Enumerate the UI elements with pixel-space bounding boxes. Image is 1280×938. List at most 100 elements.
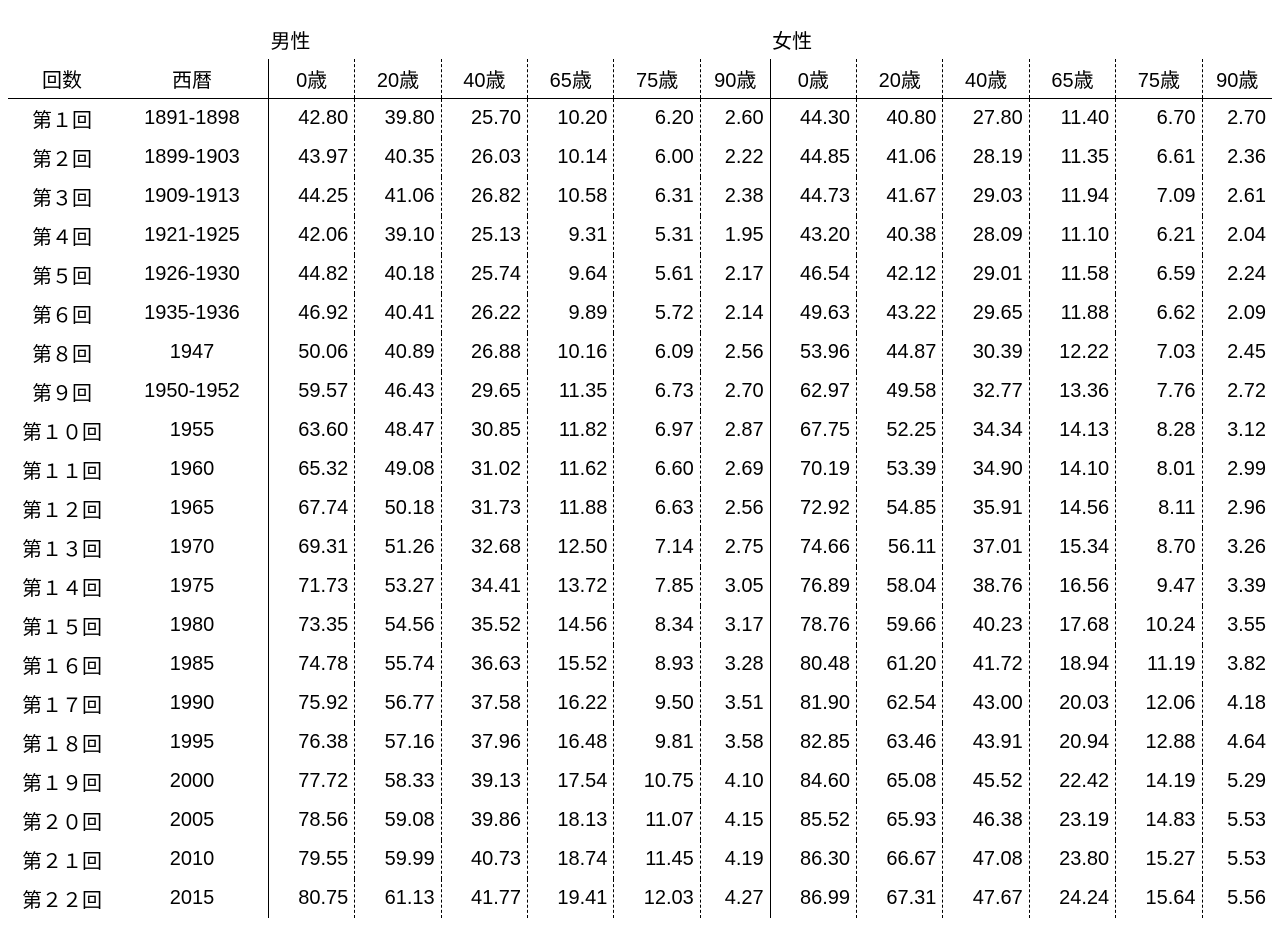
cell-f-5: 2.61: [1202, 177, 1272, 216]
cell-f-5: 2.09: [1202, 294, 1272, 333]
table-row: 第２１回201079.5559.9940.7318.7411.454.1986.…: [8, 840, 1272, 879]
cell-round: 第１１回: [8, 450, 116, 489]
cell-m-0: 63.60: [268, 411, 354, 450]
cell-m-4: 5.31: [614, 216, 700, 255]
cell-m-2: 36.63: [441, 645, 527, 684]
table-row: 第１０回195563.6048.4730.8511.826.972.8767.7…: [8, 411, 1272, 450]
cell-round: 第８回: [8, 333, 116, 372]
cell-f-4: 15.64: [1116, 879, 1202, 918]
cell-m-5: 2.56: [700, 333, 770, 372]
cell-f-3: 23.80: [1029, 840, 1115, 879]
table-row: 第６回1935-193646.9240.4126.229.895.722.144…: [8, 294, 1272, 333]
cell-f-0: 85.52: [770, 801, 856, 840]
cell-round: 第５回: [8, 255, 116, 294]
cell-m-1: 40.41: [355, 294, 441, 333]
cell-round: 第１回: [8, 99, 116, 139]
cell-f-0: 44.85: [770, 138, 856, 177]
cell-m-3: 18.74: [528, 840, 614, 879]
cell-f-0: 80.48: [770, 645, 856, 684]
cell-f-2: 46.38: [943, 801, 1029, 840]
cell-year: 1935-1936: [116, 294, 268, 333]
cell-m-5: 3.58: [700, 723, 770, 762]
cell-m-3: 14.56: [528, 606, 614, 645]
cell-f-4: 8.01: [1116, 450, 1202, 489]
cell-f-3: 11.10: [1029, 216, 1115, 255]
cell-m-5: 2.75: [700, 528, 770, 567]
life-expectancy-table: 男性 女性 回数 西暦 0歳 20歳 40歳 65歳 75歳 90歳 0歳 20…: [8, 20, 1272, 918]
cell-f-4: 7.03: [1116, 333, 1202, 372]
cell-m-2: 25.74: [441, 255, 527, 294]
cell-f-5: 2.72: [1202, 372, 1272, 411]
cell-f-3: 13.36: [1029, 372, 1115, 411]
cell-m-4: 11.45: [614, 840, 700, 879]
cell-m-3: 16.48: [528, 723, 614, 762]
cell-f-0: 44.30: [770, 99, 856, 139]
cell-m-0: 71.73: [268, 567, 354, 606]
cell-f-2: 45.52: [943, 762, 1029, 801]
cell-f-1: 67.31: [857, 879, 943, 918]
table-row: 第５回1926-193044.8240.1825.749.645.612.174…: [8, 255, 1272, 294]
cell-f-3: 24.24: [1029, 879, 1115, 918]
cell-m-3: 16.22: [528, 684, 614, 723]
cell-f-5: 2.24: [1202, 255, 1272, 294]
cell-m-4: 10.75: [614, 762, 700, 801]
cell-m-1: 50.18: [355, 489, 441, 528]
cell-f-0: 67.75: [770, 411, 856, 450]
cell-f-0: 74.66: [770, 528, 856, 567]
cell-f-5: 2.04: [1202, 216, 1272, 255]
cell-m-2: 26.22: [441, 294, 527, 333]
cell-f-0: 86.30: [770, 840, 856, 879]
cell-m-2: 29.65: [441, 372, 527, 411]
col-m-75: 75歳: [614, 59, 700, 99]
cell-m-2: 31.73: [441, 489, 527, 528]
cell-m-4: 6.09: [614, 333, 700, 372]
col-f-40: 40歳: [943, 59, 1029, 99]
cell-round: 第４回: [8, 216, 116, 255]
cell-m-0: 43.97: [268, 138, 354, 177]
table-row: 第４回1921-192542.0639.1025.139.315.311.954…: [8, 216, 1272, 255]
cell-f-4: 15.27: [1116, 840, 1202, 879]
cell-m-0: 74.78: [268, 645, 354, 684]
cell-f-1: 59.66: [857, 606, 943, 645]
cell-f-3: 17.68: [1029, 606, 1115, 645]
cell-m-5: 2.14: [700, 294, 770, 333]
cell-f-0: 78.76: [770, 606, 856, 645]
cell-year: 1955: [116, 411, 268, 450]
cell-f-3: 14.13: [1029, 411, 1115, 450]
cell-f-4: 11.19: [1116, 645, 1202, 684]
cell-f-4: 8.70: [1116, 528, 1202, 567]
cell-m-1: 41.06: [355, 177, 441, 216]
cell-m-4: 12.03: [614, 879, 700, 918]
cell-m-1: 58.33: [355, 762, 441, 801]
cell-m-2: 25.70: [441, 99, 527, 139]
cell-f-4: 6.62: [1116, 294, 1202, 333]
cell-f-5: 3.55: [1202, 606, 1272, 645]
cell-f-0: 86.99: [770, 879, 856, 918]
table-row: 第１７回199075.9256.7737.5816.229.503.5181.9…: [8, 684, 1272, 723]
cell-f-2: 29.01: [943, 255, 1029, 294]
cell-f-2: 43.00: [943, 684, 1029, 723]
cell-m-4: 5.61: [614, 255, 700, 294]
cell-f-4: 6.21: [1116, 216, 1202, 255]
cell-m-4: 7.85: [614, 567, 700, 606]
cell-f-3: 11.40: [1029, 99, 1115, 139]
table-row: 第２０回200578.5659.0839.8618.1311.074.1585.…: [8, 801, 1272, 840]
cell-f-1: 52.25: [857, 411, 943, 450]
cell-m-3: 11.82: [528, 411, 614, 450]
cell-f-2: 41.72: [943, 645, 1029, 684]
cell-m-4: 9.81: [614, 723, 700, 762]
cell-m-1: 48.47: [355, 411, 441, 450]
table-row: 第２回1899-190343.9740.3526.0310.146.002.22…: [8, 138, 1272, 177]
cell-m-3: 13.72: [528, 567, 614, 606]
cell-year: 1909-1913: [116, 177, 268, 216]
cell-f-5: 3.12: [1202, 411, 1272, 450]
cell-f-5: 2.70: [1202, 99, 1272, 139]
cell-f-0: 81.90: [770, 684, 856, 723]
cell-m-0: 79.55: [268, 840, 354, 879]
cell-round: 第１３回: [8, 528, 116, 567]
cell-f-3: 22.42: [1029, 762, 1115, 801]
cell-f-0: 53.96: [770, 333, 856, 372]
cell-f-1: 65.08: [857, 762, 943, 801]
cell-m-5: 2.69: [700, 450, 770, 489]
cell-f-5: 2.99: [1202, 450, 1272, 489]
